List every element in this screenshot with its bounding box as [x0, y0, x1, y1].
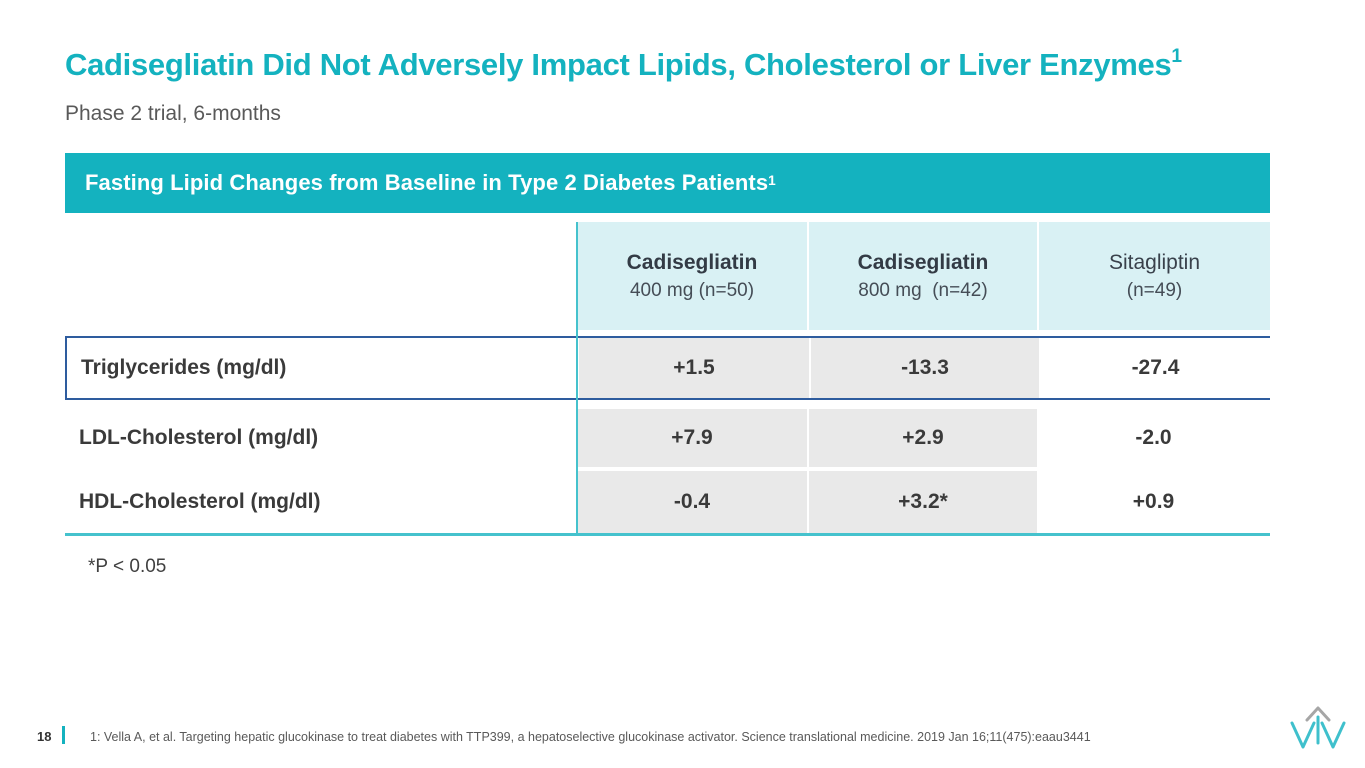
column-header-cadisegliatin-800: Cadisegliatin 800 mg (n=42): [807, 222, 1037, 330]
table-row-triglycerides: Triglycerides (mg/dl) +1.5 -13.3 -27.4: [65, 336, 1272, 400]
table-body: Cadisegliatin 400 mg (n=50) Cadisegliati…: [65, 222, 1272, 536]
row-label: LDL-Cholesterol (mg/dl): [65, 409, 577, 467]
column-header-drug-name: Cadisegliatin: [626, 250, 758, 274]
p-value-footnote: *P < 0.05: [88, 556, 167, 577]
vtv-therapeutics-logo-icon: [1290, 706, 1346, 749]
lipid-changes-table: Fasting Lipid Changes from Baseline in T…: [65, 153, 1272, 536]
column-header-dose: (n=49): [1126, 279, 1183, 301]
table-title-bar: Fasting Lipid Changes from Baseline in T…: [65, 153, 1270, 213]
column-header-dose: 400 mg (n=50): [629, 279, 755, 301]
footer-divider-bar: [62, 726, 65, 744]
table-column-header-row: Cadisegliatin 400 mg (n=50) Cadisegliati…: [65, 222, 1270, 330]
value-cell: +3.2*: [807, 471, 1037, 533]
column-header-sitagliptin: Sitagliptin (n=49): [1037, 222, 1270, 330]
column-header-drug-name: Sitagliptin: [1108, 250, 1201, 274]
value-cell: +7.9: [577, 409, 807, 467]
value-cell: -13.3: [809, 338, 1039, 398]
column-header-dose: 800 mg (n=42): [858, 279, 988, 301]
page-title-superscript: 1: [1171, 45, 1182, 67]
page-title-text: Cadisegliatin Did Not Adversely Impact L…: [65, 47, 1172, 82]
slide-footer: 18 1: Vella A, et al. Targeting hepatic …: [0, 722, 1365, 752]
citation-text: 1: Vella A, et al. Targeting hepatic glu…: [90, 730, 1091, 744]
column-header-cadisegliatin-400: Cadisegliatin 400 mg (n=50): [577, 222, 807, 330]
page-number: 18: [37, 729, 52, 744]
row-label: HDL-Cholesterol (mg/dl): [65, 471, 577, 533]
column-header-empty: [65, 222, 577, 330]
value-cell: +0.9: [1037, 471, 1270, 533]
page-title: Cadisegliatin Did Not Adversely Impact L…: [65, 45, 1182, 83]
table-row-hdl-cholesterol: HDL-Cholesterol (mg/dl) -0.4 +3.2* +0.9: [65, 471, 1270, 533]
value-cell: -0.4: [577, 471, 807, 533]
table-row-ldl-cholesterol: LDL-Cholesterol (mg/dl) +7.9 +2.9 -2.0: [65, 409, 1270, 467]
slide-subtitle: Phase 2 trial, 6-months: [65, 102, 281, 125]
value-cell: -27.4: [1039, 338, 1272, 398]
table-title-text: Fasting Lipid Changes from Baseline in T…: [85, 170, 769, 195]
column-header-drug-name: Cadisegliatin: [857, 250, 989, 274]
value-cell: +1.5: [579, 338, 809, 398]
value-cell: +2.9: [807, 409, 1037, 467]
table-title-superscript: 1: [768, 172, 776, 188]
value-cell: -2.0: [1037, 409, 1270, 467]
table-vertical-divider: [576, 222, 578, 533]
row-label: Triglycerides (mg/dl): [67, 338, 579, 398]
